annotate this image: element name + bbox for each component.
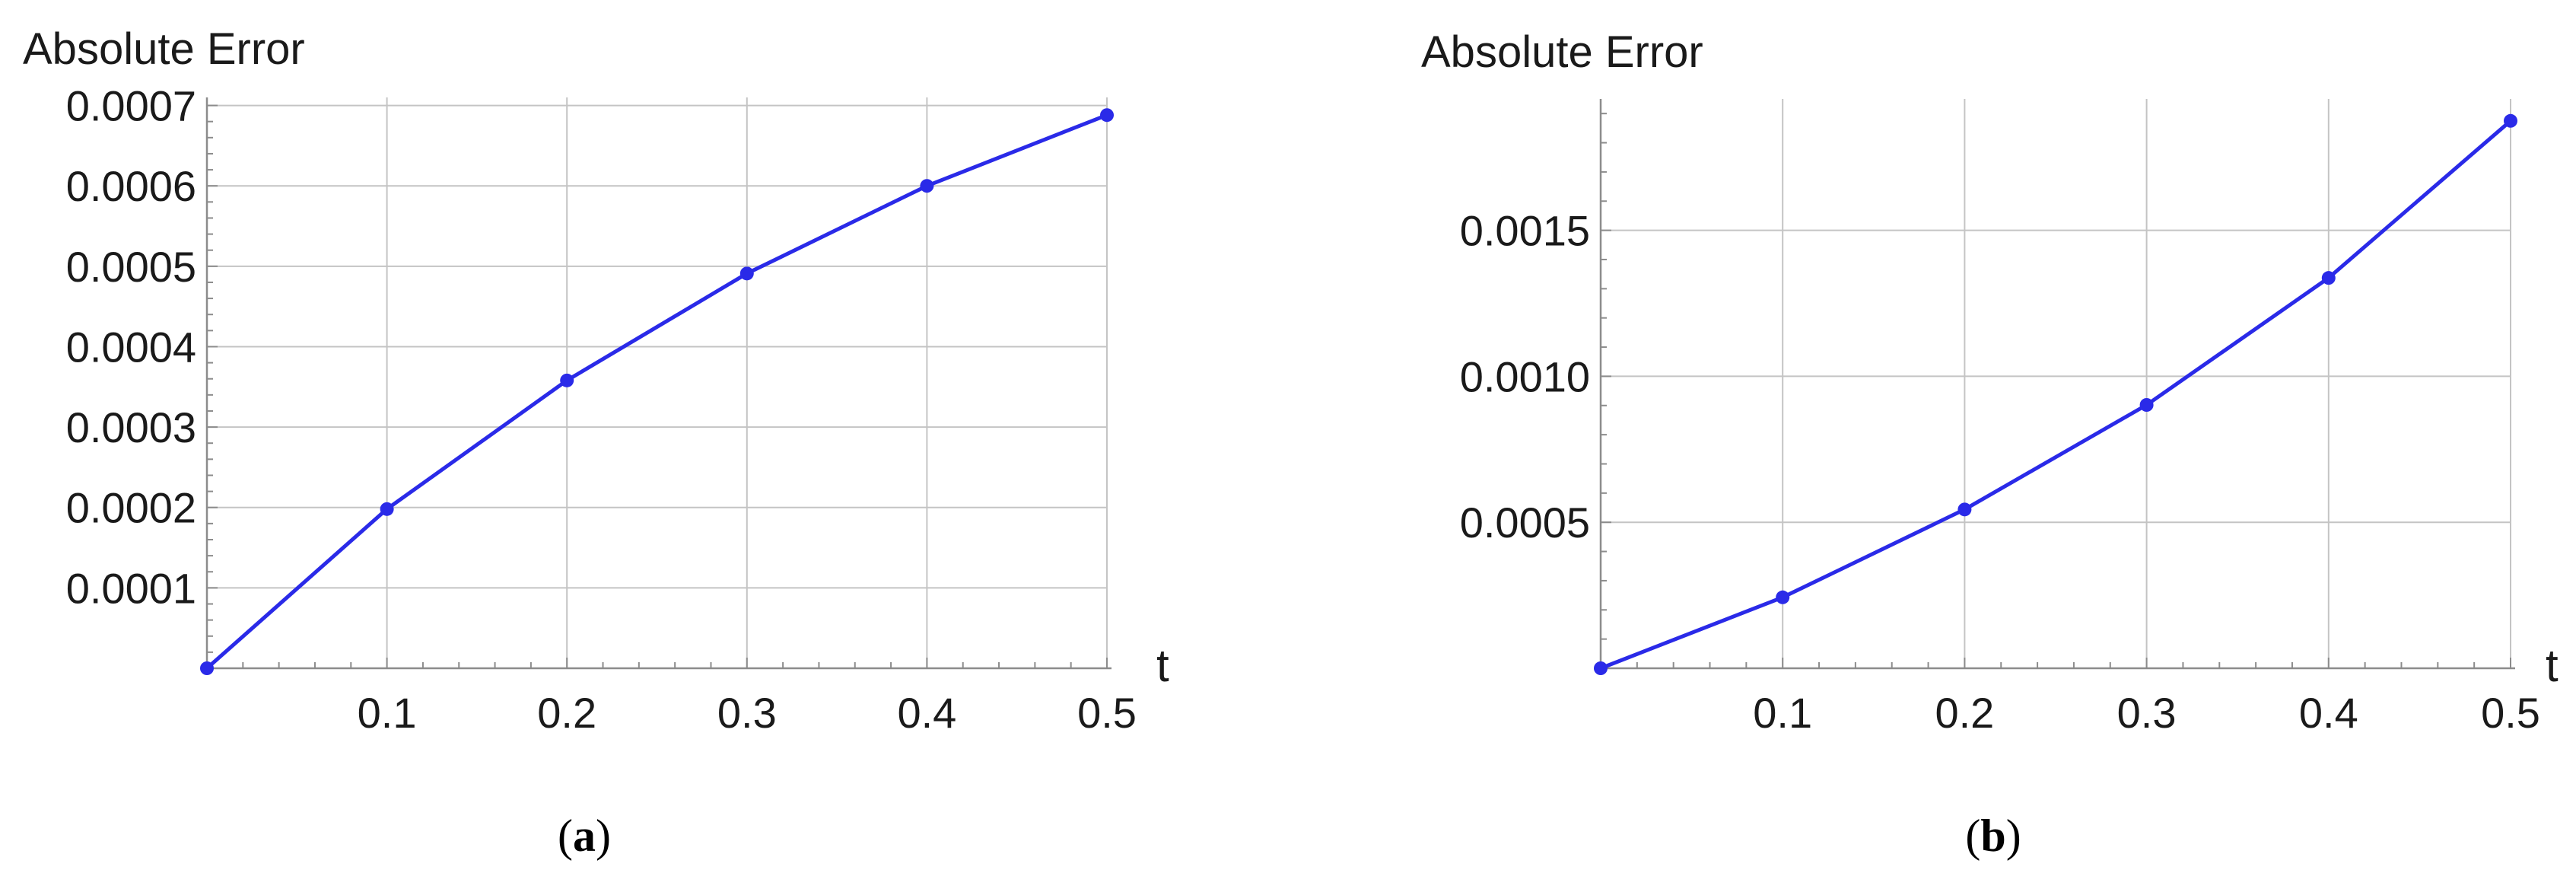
y-axis-label: Absolute Error: [1421, 27, 1703, 77]
y-tick-label: 0.0005: [66, 243, 196, 291]
axes: [205, 97, 1111, 670]
data-point: [1776, 590, 1790, 604]
grid-lines: [207, 97, 1108, 668]
series: [200, 108, 1114, 675]
caption-letter: a: [573, 811, 596, 861]
x-tick-label: 0.1: [1753, 689, 1812, 737]
y-tick-label: 0.0010: [1460, 352, 1590, 400]
caption-close: ): [2006, 811, 2021, 861]
data-point: [739, 266, 754, 281]
data-point: [1594, 661, 1608, 675]
axes: [1599, 99, 2515, 670]
x-tick-label: 0.5: [1077, 689, 1137, 737]
series-line: [205, 113, 1108, 670]
x-tick-label: 0.5: [2481, 689, 2540, 737]
x-tick-label: 0.2: [1935, 689, 1994, 737]
caption-open: (: [558, 811, 573, 861]
x-tick-label: 0.1: [358, 689, 417, 737]
x-tick-label: 0.4: [2299, 689, 2358, 737]
data-point: [2321, 271, 2336, 285]
data-point: [2504, 113, 2517, 128]
y-tick-label: 0.0007: [66, 82, 196, 130]
x-tick-labels: 0.1 0.2 0.3 0.4 0.5: [1753, 689, 2540, 737]
y-tick-label: 0.0005: [1460, 499, 1590, 546]
panel-b: Absolute Error 0.0005 0.0010 0.0015 0.1 0.2…: [1421, 27, 2559, 861]
data-point: [920, 179, 934, 193]
tick-marks: [207, 104, 1108, 668]
y-tick-label: 0.0015: [1460, 207, 1590, 255]
data-point: [560, 373, 574, 387]
x-tick-label: 0.3: [2117, 689, 2177, 737]
y-tick-label: 0.0004: [66, 323, 196, 371]
caption-close: ): [596, 811, 611, 861]
panel-a: Absolute Error 0.00010.00020.00030.00040…: [23, 24, 1169, 861]
tick-marks: [1601, 113, 2511, 668]
y-tick-label: 0.0006: [66, 162, 196, 210]
data-point: [2139, 398, 2154, 413]
data-point: [1957, 502, 1972, 517]
series: [1594, 113, 2517, 675]
x-axis-label: t: [2546, 640, 2559, 691]
y-tick-label: 0.0002: [66, 484, 196, 532]
panel-caption: (b): [1965, 811, 2021, 861]
panel-caption: (a): [558, 811, 611, 861]
y-axis-label: Absolute Error: [23, 24, 305, 74]
x-tick-label: 0.4: [897, 689, 956, 737]
caption-open: (: [1965, 811, 1980, 861]
x-axis-label: t: [1156, 640, 1169, 691]
data-point: [380, 502, 394, 516]
grid-lines: [1601, 99, 2511, 668]
y-tick-labels: 0.0001 0.0002 0.0003 0.0004 0.0005 0.0006 0.00…: [66, 82, 196, 613]
x-tick-labels: 0.1 0.2 0.3 0.4 0.5: [358, 689, 1137, 737]
series-line: [1600, 119, 2512, 671]
y-tick-label: 0.0001: [66, 564, 196, 612]
y-tick-labels: 0.0005 0.0010 0.0015: [1460, 207, 1590, 547]
y-tick-label: 0.0003: [66, 403, 196, 451]
data-point: [1100, 108, 1114, 123]
x-tick-label: 0.3: [717, 689, 777, 737]
caption-letter: b: [1980, 811, 2005, 861]
data-point: [200, 661, 214, 675]
x-tick-label: 0.2: [537, 689, 596, 737]
